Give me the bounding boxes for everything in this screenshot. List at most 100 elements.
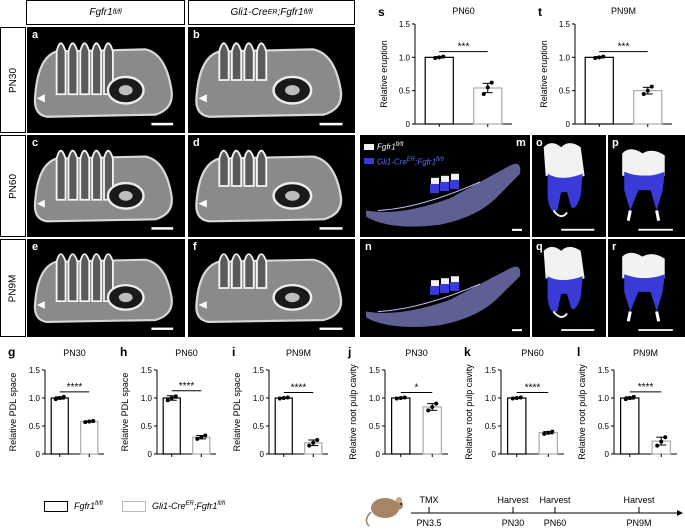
render-legend-mutant-swatch (364, 158, 374, 165)
molar-control (441, 278, 449, 285)
bar (80, 420, 99, 455)
data-point (631, 394, 636, 399)
molar-mutant (440, 181, 449, 192)
bar (50, 397, 69, 455)
y-axis-label: Relative PDL space (8, 373, 18, 452)
tooth (243, 149, 255, 187)
data-point (315, 438, 320, 442)
timeline-event-tmx: TMX PN3.5 (416, 495, 441, 528)
arrowhead-icon (198, 94, 207, 103)
tooth (55, 149, 67, 201)
ct-panel-b (188, 27, 355, 133)
tooth (91, 42, 102, 96)
row-label-pn60: PN60 (0, 135, 26, 237)
molar-control (451, 173, 459, 180)
data-point (645, 88, 650, 93)
arrowhead-icon (36, 94, 45, 103)
molar-mutant (430, 286, 439, 295)
tooth (91, 253, 102, 303)
timeline-event-pn9m-top: Harvest (623, 495, 655, 505)
render-panel-p (608, 135, 685, 237)
header-control-sup: fl/fl (112, 9, 122, 16)
tooth (255, 149, 268, 187)
y-axis-label: Relative eruption (379, 40, 389, 108)
panel-letter-k: k (464, 345, 471, 359)
tooth (55, 42, 67, 96)
significance-label: **** (67, 382, 83, 393)
y-tick-label: 0.5 (141, 422, 153, 431)
render-legend-control: Fgfr1fl/fl (364, 139, 444, 154)
data-point (430, 404, 435, 409)
data-point (601, 54, 606, 59)
header-mutant-sup1: ER (267, 9, 278, 16)
bar (162, 397, 181, 455)
data-point (199, 435, 204, 440)
render-panel-q (532, 239, 606, 337)
bar (274, 397, 293, 455)
y-axis-label: Relative root pulp cavity (577, 364, 587, 460)
root-tip (552, 209, 568, 218)
mandible-shape (366, 266, 521, 328)
ct-panel-a (27, 27, 185, 133)
data-point (514, 396, 519, 400)
tooth (230, 149, 243, 187)
y-tick-label: 1.5 (253, 366, 265, 375)
data-point (61, 394, 66, 399)
y-tick-label: 1.0 (559, 53, 571, 62)
y-tick-label: 1.5 (559, 20, 571, 29)
render-panel-m (360, 135, 530, 237)
bar (620, 397, 640, 455)
incisor-pulp (285, 292, 300, 303)
timeline-event-pn9m: Harvest PN9M (623, 495, 655, 528)
chart-l: l PN9M Relative root pulp cavity 0 0.5 1.0 1.5… (577, 345, 677, 460)
y-tick-label: 0.5 (559, 87, 571, 96)
data-point (87, 419, 92, 424)
y-tick-label: 0 (260, 450, 265, 459)
molar-control (441, 175, 449, 182)
mandible-edge (377, 283, 481, 313)
scale-bar (512, 329, 522, 332)
column-header-mutant: Gli1-Cre ER ;Fgfr1 fl/fl (188, 0, 355, 25)
data-point (311, 440, 316, 445)
panel-letter-r: r (612, 241, 617, 253)
root-tip (552, 310, 568, 318)
scale-bar (561, 329, 595, 331)
chart-title: PN9M (611, 6, 636, 16)
ct-panel-d (188, 135, 355, 237)
data-point (203, 433, 208, 438)
y-tick-label: 1.5 (399, 20, 411, 29)
tooth (218, 149, 230, 187)
bar (538, 432, 558, 455)
y-tick-label: 0.5 (399, 87, 411, 96)
header-mutant-sup2: fl/fl (303, 9, 313, 16)
molar-roots-mutant (624, 274, 665, 312)
panel-letter-m: m (516, 137, 526, 149)
bar (584, 56, 614, 125)
panel-letter-e: e (32, 241, 39, 253)
y-axis-label: Relative root pulp cavity (464, 364, 474, 460)
header-control-genotype: Fgfr1 (89, 7, 113, 18)
incisor-pulp (118, 292, 133, 303)
arrowhead-icon (198, 199, 207, 208)
y-tick-label: 0.5 (598, 422, 610, 431)
y-axis-label: Relative eruption (539, 40, 549, 108)
y-tick-label: 1.0 (598, 394, 610, 403)
chart-title: PN30 (405, 348, 428, 358)
row-label-pn9m: PN9M (0, 239, 26, 337)
tooth (67, 253, 79, 303)
render-panel-r (608, 239, 685, 337)
panel-letter-q: q (536, 241, 543, 253)
significance-label: **** (638, 382, 654, 393)
row-label-pn30: PN30 (0, 27, 26, 133)
data-point (285, 395, 290, 400)
y-tick-label: 0 (148, 450, 153, 459)
incisor-pulp (285, 85, 300, 96)
timeline-event-tmx-bottom: PN3.5 (416, 518, 441, 528)
incisor-pulp (285, 190, 300, 201)
tooth (79, 149, 91, 201)
bar (391, 397, 411, 455)
render-legend-control-swatch (364, 143, 374, 150)
panel-letter-c: c (32, 137, 39, 149)
legend-label-control: Fgfr1fl/fl (74, 501, 103, 511)
render-panel-n (360, 239, 530, 337)
